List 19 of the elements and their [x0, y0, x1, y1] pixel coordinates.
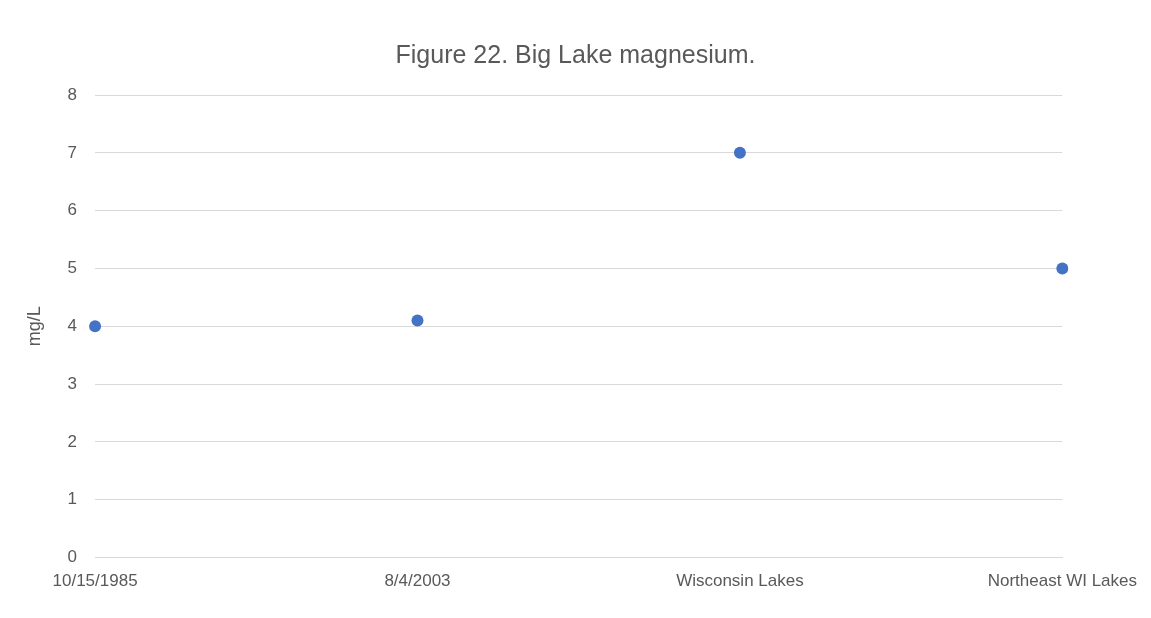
point: [411, 314, 424, 327]
y-tick-label: 3: [67, 373, 78, 393]
y-tick-label: 7: [67, 142, 78, 162]
point: [1056, 262, 1069, 275]
point: [89, 320, 102, 333]
y-tick-label: 0: [67, 547, 78, 567]
y-tick-label: 4: [67, 315, 78, 335]
chart-title: Figure 22. Big Lake magnesium.: [394, 40, 757, 69]
x-tick-label: 8/4/2003: [384, 571, 451, 591]
y-tick-label: 6: [67, 200, 78, 220]
x-tick-label: Northeast WI Lakes: [987, 571, 1137, 591]
y-axis-title: mg/L: [23, 306, 44, 347]
point: [733, 146, 746, 159]
x-tick-label: Wisconsin Lakes: [676, 571, 804, 591]
x-tick-label: 10/15/1985: [52, 571, 138, 591]
y-tick-label: 8: [67, 84, 78, 104]
y-tick-label: 5: [67, 258, 78, 278]
y-tick-label: 1: [67, 489, 78, 509]
y-tick-label: 2: [67, 431, 78, 451]
